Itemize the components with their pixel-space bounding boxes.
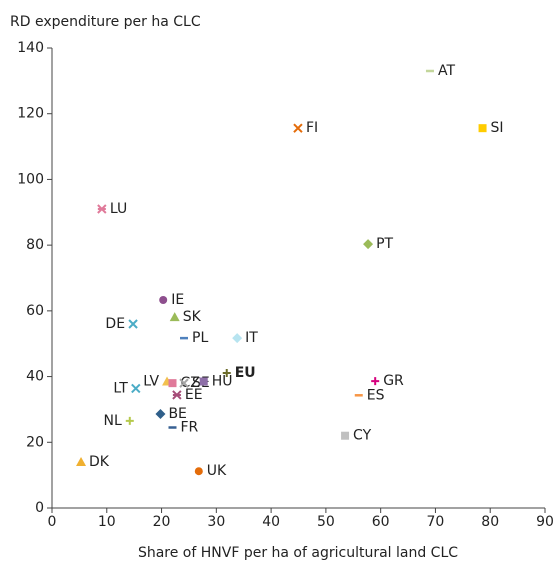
point-label: HU (212, 374, 233, 390)
point (179, 378, 189, 388)
point-label: LT (113, 380, 128, 396)
point-label: FR (181, 420, 199, 436)
point-label: LU (110, 201, 127, 217)
x-tick-label: 90 (536, 514, 554, 530)
y-tick-label: 0 (35, 500, 44, 516)
point-label: FI (306, 120, 318, 136)
point-label: EE (185, 387, 203, 403)
point-label: NL (104, 413, 122, 429)
point (363, 239, 374, 250)
point (168, 379, 177, 388)
point (293, 123, 303, 133)
point (194, 467, 203, 476)
x-tick-label: 80 (481, 514, 499, 530)
x-tick-label: 50 (317, 514, 335, 530)
point-label: SK (183, 309, 202, 325)
point (371, 377, 380, 386)
point-label: EU (235, 365, 256, 381)
point-label: LV (143, 374, 159, 390)
point-label: AT (438, 63, 455, 79)
point (232, 333, 243, 344)
point-label: SI (491, 120, 504, 136)
x-tick-label: 20 (153, 514, 171, 530)
point-label: IT (245, 330, 258, 346)
y-tick-label: 60 (26, 303, 44, 319)
y-tick-label: 20 (26, 434, 44, 450)
point (341, 431, 350, 440)
point-label: ES (367, 387, 385, 403)
point (159, 296, 168, 305)
y-axis-title: RD expenditure per ha CLC (10, 14, 201, 30)
y-tick-label: 120 (17, 106, 44, 122)
x-tick-label: 0 (48, 514, 57, 530)
point-label: BE (168, 406, 186, 422)
point (172, 390, 182, 400)
point (155, 409, 166, 420)
point-label: PL (192, 330, 208, 346)
y-tick-label: 140 (17, 40, 44, 56)
x-tick-label: 40 (262, 514, 280, 530)
y-tick-label: 100 (17, 171, 44, 187)
point (97, 204, 107, 214)
x-tick-label: 10 (98, 514, 116, 530)
point-label: GR (383, 373, 404, 389)
y-tick-label: 80 (26, 237, 44, 253)
point (222, 368, 231, 377)
point-label: CZ (181, 375, 200, 391)
point (169, 312, 180, 322)
point-label: IE (171, 292, 184, 308)
point-label: CY (353, 428, 372, 444)
x-tick-label: 60 (372, 514, 390, 530)
point (199, 377, 208, 386)
point-label: DK (89, 454, 110, 470)
point (128, 319, 138, 329)
point (131, 383, 141, 394)
point-label: UK (207, 463, 227, 479)
x-axis-title: Share of HNVF per ha of agricultural lan… (138, 545, 458, 561)
x-tick-label: 30 (207, 514, 225, 530)
point (125, 416, 134, 425)
x-tick-label: 70 (427, 514, 445, 530)
point (478, 124, 487, 133)
point-label: PT (376, 236, 393, 252)
point-label: DE (105, 316, 125, 332)
point (76, 457, 87, 466)
y-tick-label: 40 (26, 369, 44, 385)
